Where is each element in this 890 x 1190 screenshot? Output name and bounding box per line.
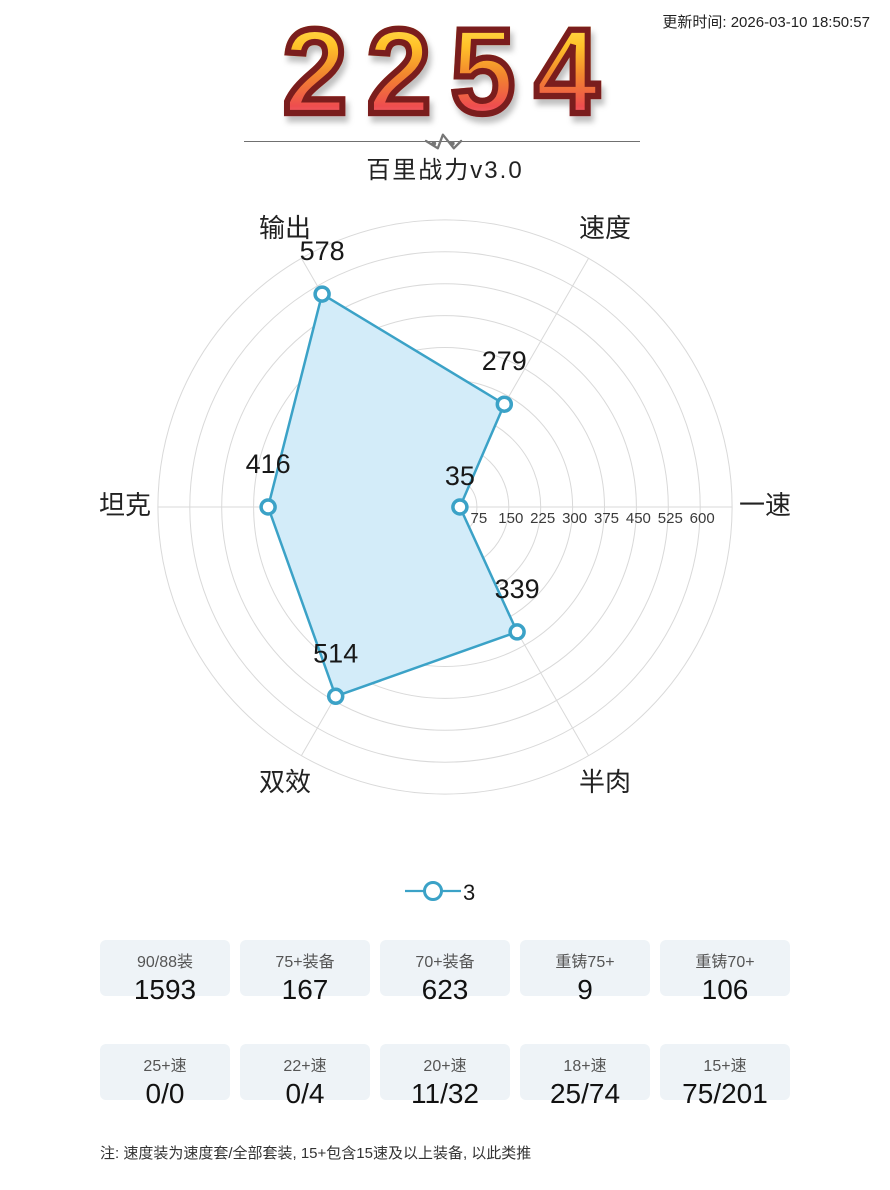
svg-text:300: 300 bbox=[562, 510, 587, 527]
svg-text:35: 35 bbox=[445, 461, 475, 491]
svg-text:坦克: 坦克 bbox=[99, 490, 151, 520]
svg-text:514: 514 bbox=[313, 638, 358, 668]
svg-text:225: 225 bbox=[530, 510, 555, 527]
svg-text:339: 339 bbox=[495, 574, 540, 604]
svg-text:输出: 输出 bbox=[259, 213, 311, 243]
svg-text:416: 416 bbox=[246, 449, 291, 479]
svg-text:速度: 速度 bbox=[579, 213, 631, 243]
svg-text:75: 75 bbox=[471, 510, 488, 527]
svg-text:525: 525 bbox=[658, 510, 683, 527]
svg-text:150: 150 bbox=[498, 510, 523, 527]
svg-text:半肉: 半肉 bbox=[579, 767, 631, 797]
svg-text:375: 375 bbox=[594, 510, 619, 527]
svg-text:450: 450 bbox=[626, 510, 651, 527]
svg-text:600: 600 bbox=[690, 510, 715, 527]
svg-text:一速: 一速 bbox=[739, 490, 791, 520]
svg-text:279: 279 bbox=[482, 346, 527, 376]
svg-text:双效: 双效 bbox=[259, 767, 311, 797]
